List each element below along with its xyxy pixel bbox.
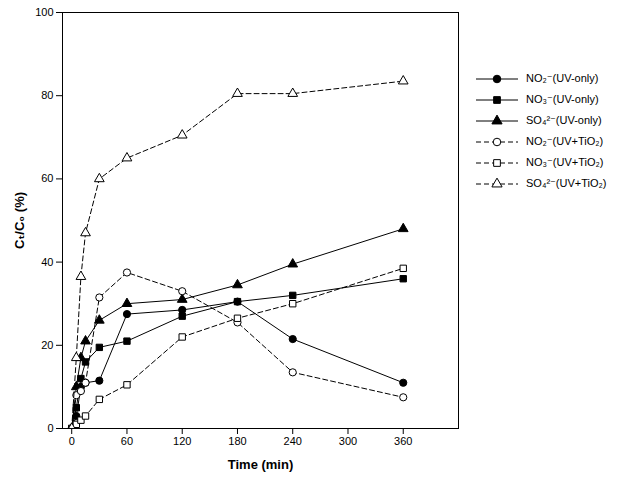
html-text:NO₂⁻(UV+TiO₂): NO₂⁻(UV+TiO₂): [526, 135, 604, 147]
html-text:NO₂⁻(UV-only): NO₂⁻(UV-only): [526, 72, 599, 84]
svg-text:360: 360: [394, 435, 412, 447]
svg-text:0: 0: [47, 422, 53, 434]
svg-text:40: 40: [41, 256, 53, 268]
html-text:NO₃⁻(UV-only): NO₃⁻(UV-only): [526, 93, 599, 105]
html-text:SO₄²⁻(UV-only): SO₄²⁻(UV-only): [526, 114, 602, 126]
html-text:NO₃⁻(UV+TiO₂): NO₃⁻(UV+TiO₂): [526, 156, 604, 168]
svg-text:240: 240: [284, 435, 302, 447]
svg-text:0: 0: [69, 435, 75, 447]
svg-text:60: 60: [41, 172, 53, 184]
svg-text:60: 60: [121, 435, 133, 447]
html-text:SO₄²⁻(UV+TiO₂): SO₄²⁻(UV+TiO₂): [526, 177, 607, 189]
svg-text:80: 80: [41, 89, 53, 101]
svg-text:Cₜ/C₀ (%): Cₜ/C₀ (%): [12, 192, 27, 249]
svg-text:20: 20: [41, 339, 53, 351]
svg-text:Time (min): Time (min): [228, 457, 294, 472]
svg-text:180: 180: [228, 435, 246, 447]
svg-text:120: 120: [173, 435, 191, 447]
svg-text:100: 100: [35, 6, 53, 18]
svg-text:300: 300: [339, 435, 357, 447]
